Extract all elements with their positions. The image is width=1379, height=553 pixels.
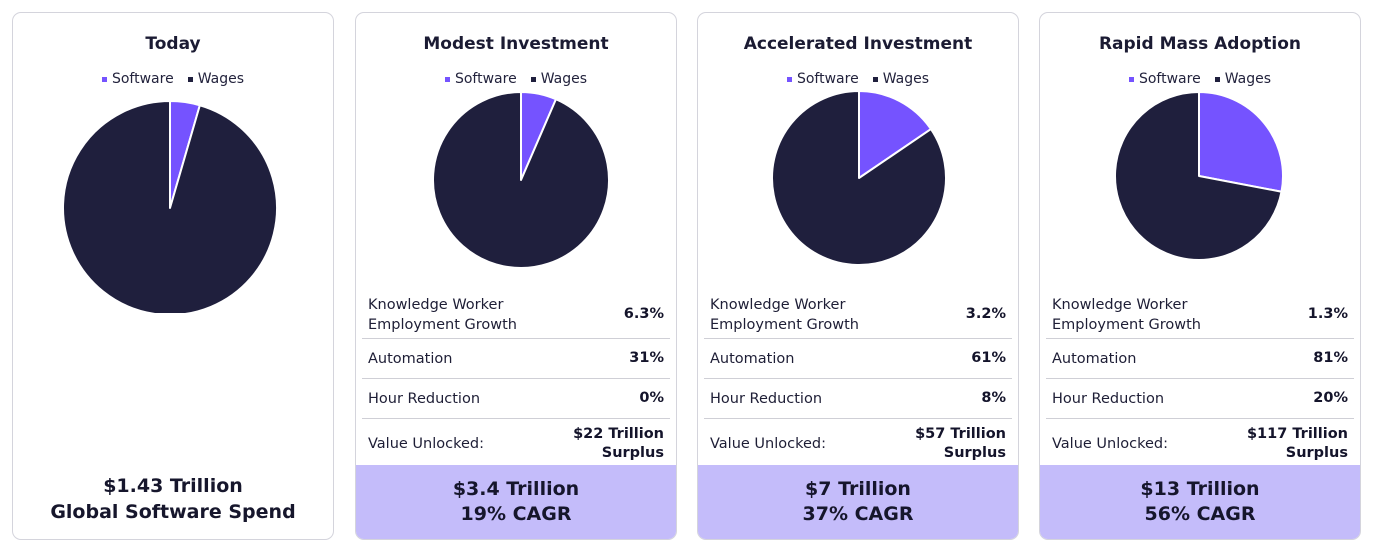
pie-slice-wages — [771, 90, 947, 266]
metric-label: Hour Reduction — [710, 390, 823, 407]
legend-item-wages: Wages — [1214, 71, 1272, 87]
metric-value: 0% — [639, 390, 664, 406]
metric-label: Hour Reduction — [368, 390, 481, 407]
pie-slice-software — [1198, 91, 1284, 193]
legend-swatch-software — [444, 76, 450, 82]
metric-row-value-unlocked: Value Unlocked: $57 Trillion Surplus — [704, 419, 1012, 469]
metric-label: Knowledge Worker Employment Growth — [1052, 296, 1201, 333]
spend-caption: Global Software Spend — [50, 501, 296, 523]
metrics-table: Knowledge Worker Employment Growth 1.3% Au… — [1046, 291, 1354, 469]
pie-slice-software — [858, 90, 932, 179]
metric-row-hour-reduction: Hour Reduction 20% — [1046, 379, 1354, 419]
metric-row-knowledge-worker-employment-growth: Knowledge Worker Employment Growth 1.3% — [1046, 291, 1354, 339]
pie-chart — [432, 91, 610, 269]
legend-label: Wages — [197, 71, 245, 87]
legend-swatch-software — [1128, 76, 1134, 82]
legend-item-wages: Wages — [872, 71, 930, 87]
card-title: Rapid Mass Adoption — [1098, 34, 1302, 54]
metric-label: Automation — [1052, 350, 1137, 367]
metric-label: Knowledge Worker Employment Growth — [368, 296, 517, 333]
legend-swatch-wages — [187, 76, 193, 82]
metric-value: 6.3% — [623, 306, 664, 322]
metric-row-automation: Automation 81% — [1046, 339, 1354, 379]
legend-swatch-wages — [872, 76, 878, 82]
legend-item-wages: Wages — [187, 71, 245, 87]
pie-chart — [771, 90, 947, 266]
metric-label: Value Unlocked: — [368, 436, 484, 452]
pie-slice-wages — [432, 91, 610, 269]
metric-label: Automation — [710, 350, 795, 367]
pie-legend: Software Wages — [698, 71, 1018, 87]
metric-value: 1.3% — [1307, 306, 1348, 322]
metric-value: 8% — [981, 390, 1006, 406]
cagr-value: 56% CAGR — [1144, 503, 1256, 525]
metric-label: Hour Reduction — [1052, 390, 1165, 407]
projection-footer: $13 Trillion 56% CAGR — [1040, 465, 1360, 539]
metrics-table: Knowledge Worker Employment Growth 3.2% Au… — [704, 291, 1012, 469]
cagr-value: 37% CAGR — [802, 503, 914, 525]
pie-legend: Software Wages — [356, 71, 676, 87]
metric-value: $22 Trillion Surplus — [573, 426, 664, 461]
metric-value: 31% — [629, 350, 664, 366]
pie-legend: Software Wages — [1040, 71, 1360, 87]
metric-value: 61% — [971, 350, 1006, 366]
projected-spend: $7 Trillion — [805, 478, 911, 500]
metric-row-knowledge-worker-employment-growth: Knowledge Worker Employment Growth 3.2% — [704, 291, 1012, 339]
card-title: Accelerated Investment — [743, 34, 973, 54]
legend-swatch-software — [786, 76, 792, 82]
metric-row-hour-reduction: Hour Reduction 8% — [704, 379, 1012, 419]
legend-item-wages: Wages — [530, 71, 588, 87]
metric-row-knowledge-worker-employment-growth: Knowledge Worker Employment Growth 6.3% — [362, 291, 670, 339]
legend-item-software: Software — [101, 71, 174, 87]
pie-chart — [62, 100, 278, 313]
pie-slice-wages — [1114, 91, 1283, 261]
metric-value: $57 Trillion Surplus — [915, 426, 1006, 461]
metric-row-hour-reduction: Hour Reduction 0% — [362, 379, 670, 419]
pie-chart — [1114, 91, 1284, 261]
current-spend: $1.43 Trillion Global Software Spend — [13, 473, 333, 525]
metric-label: Automation — [368, 350, 453, 367]
metric-value: $117 Trillion Surplus — [1246, 426, 1348, 461]
legend-label: Software — [111, 71, 174, 87]
legend-swatch-wages — [530, 76, 536, 82]
legend-label: Software — [1138, 71, 1201, 87]
metric-value: 81% — [1313, 350, 1348, 366]
legend-item-software: Software — [786, 71, 859, 87]
metric-row-value-unlocked: Value Unlocked: $22 Trillion Surplus — [362, 419, 670, 469]
metrics-table: Knowledge Worker Employment Growth 6.3% Au… — [362, 291, 670, 469]
scenario-card-modest-investment: Modest Investment Software Wages Knowledge … — [355, 12, 677, 540]
metric-label: Knowledge Worker Employment Growth — [710, 296, 859, 333]
card-title: Today — [145, 34, 201, 54]
metric-value: 20% — [1313, 390, 1348, 406]
pie-legend: Software Wages — [13, 71, 333, 87]
metric-label: Value Unlocked: — [1052, 436, 1168, 452]
legend-item-software: Software — [1128, 71, 1201, 87]
projection-footer: $3.4 Trillion 19% CAGR — [356, 465, 676, 539]
projection-footer: $7 Trillion 37% CAGR — [698, 465, 1018, 539]
cagr-value: 19% CAGR — [460, 503, 572, 525]
metric-label: Value Unlocked: — [710, 436, 826, 452]
legend-label: Wages — [882, 71, 930, 87]
spend-amount: $1.43 Trillion — [103, 475, 243, 497]
legend-label: Wages — [540, 71, 588, 87]
metric-row-automation: Automation 31% — [362, 339, 670, 379]
projected-spend: $13 Trillion — [1140, 478, 1260, 500]
legend-label: Software — [454, 71, 517, 87]
metric-value: 3.2% — [965, 306, 1006, 322]
metric-row-value-unlocked: Value Unlocked: $117 Trillion Surplus — [1046, 419, 1354, 469]
scenario-card-rapid-mass-adoption: Rapid Mass Adoption Software Wages Knowledg… — [1039, 12, 1361, 540]
legend-swatch-software — [101, 76, 107, 82]
metric-row-automation: Automation 61% — [704, 339, 1012, 379]
legend-label: Wages — [1224, 71, 1272, 87]
card-title: Modest Investment — [423, 34, 609, 54]
scenario-card-accelerated-investment: Accelerated Investment Software Wages Knowl… — [697, 12, 1019, 540]
pie-slice-wages — [62, 100, 278, 313]
legend-label: Software — [796, 71, 859, 87]
scenario-card-today: Today Software Wages $1.43 Trillion Global S… — [12, 12, 334, 540]
projected-spend: $3.4 Trillion — [452, 478, 580, 500]
legend-item-software: Software — [444, 71, 517, 87]
legend-swatch-wages — [1214, 76, 1220, 82]
